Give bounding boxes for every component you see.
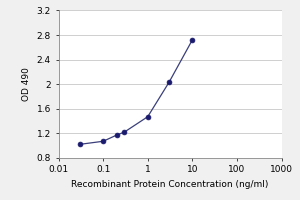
X-axis label: Recombinant Protein Concentration (ng/ml): Recombinant Protein Concentration (ng/ml… (71, 180, 269, 189)
Y-axis label: OD 490: OD 490 (22, 67, 31, 101)
